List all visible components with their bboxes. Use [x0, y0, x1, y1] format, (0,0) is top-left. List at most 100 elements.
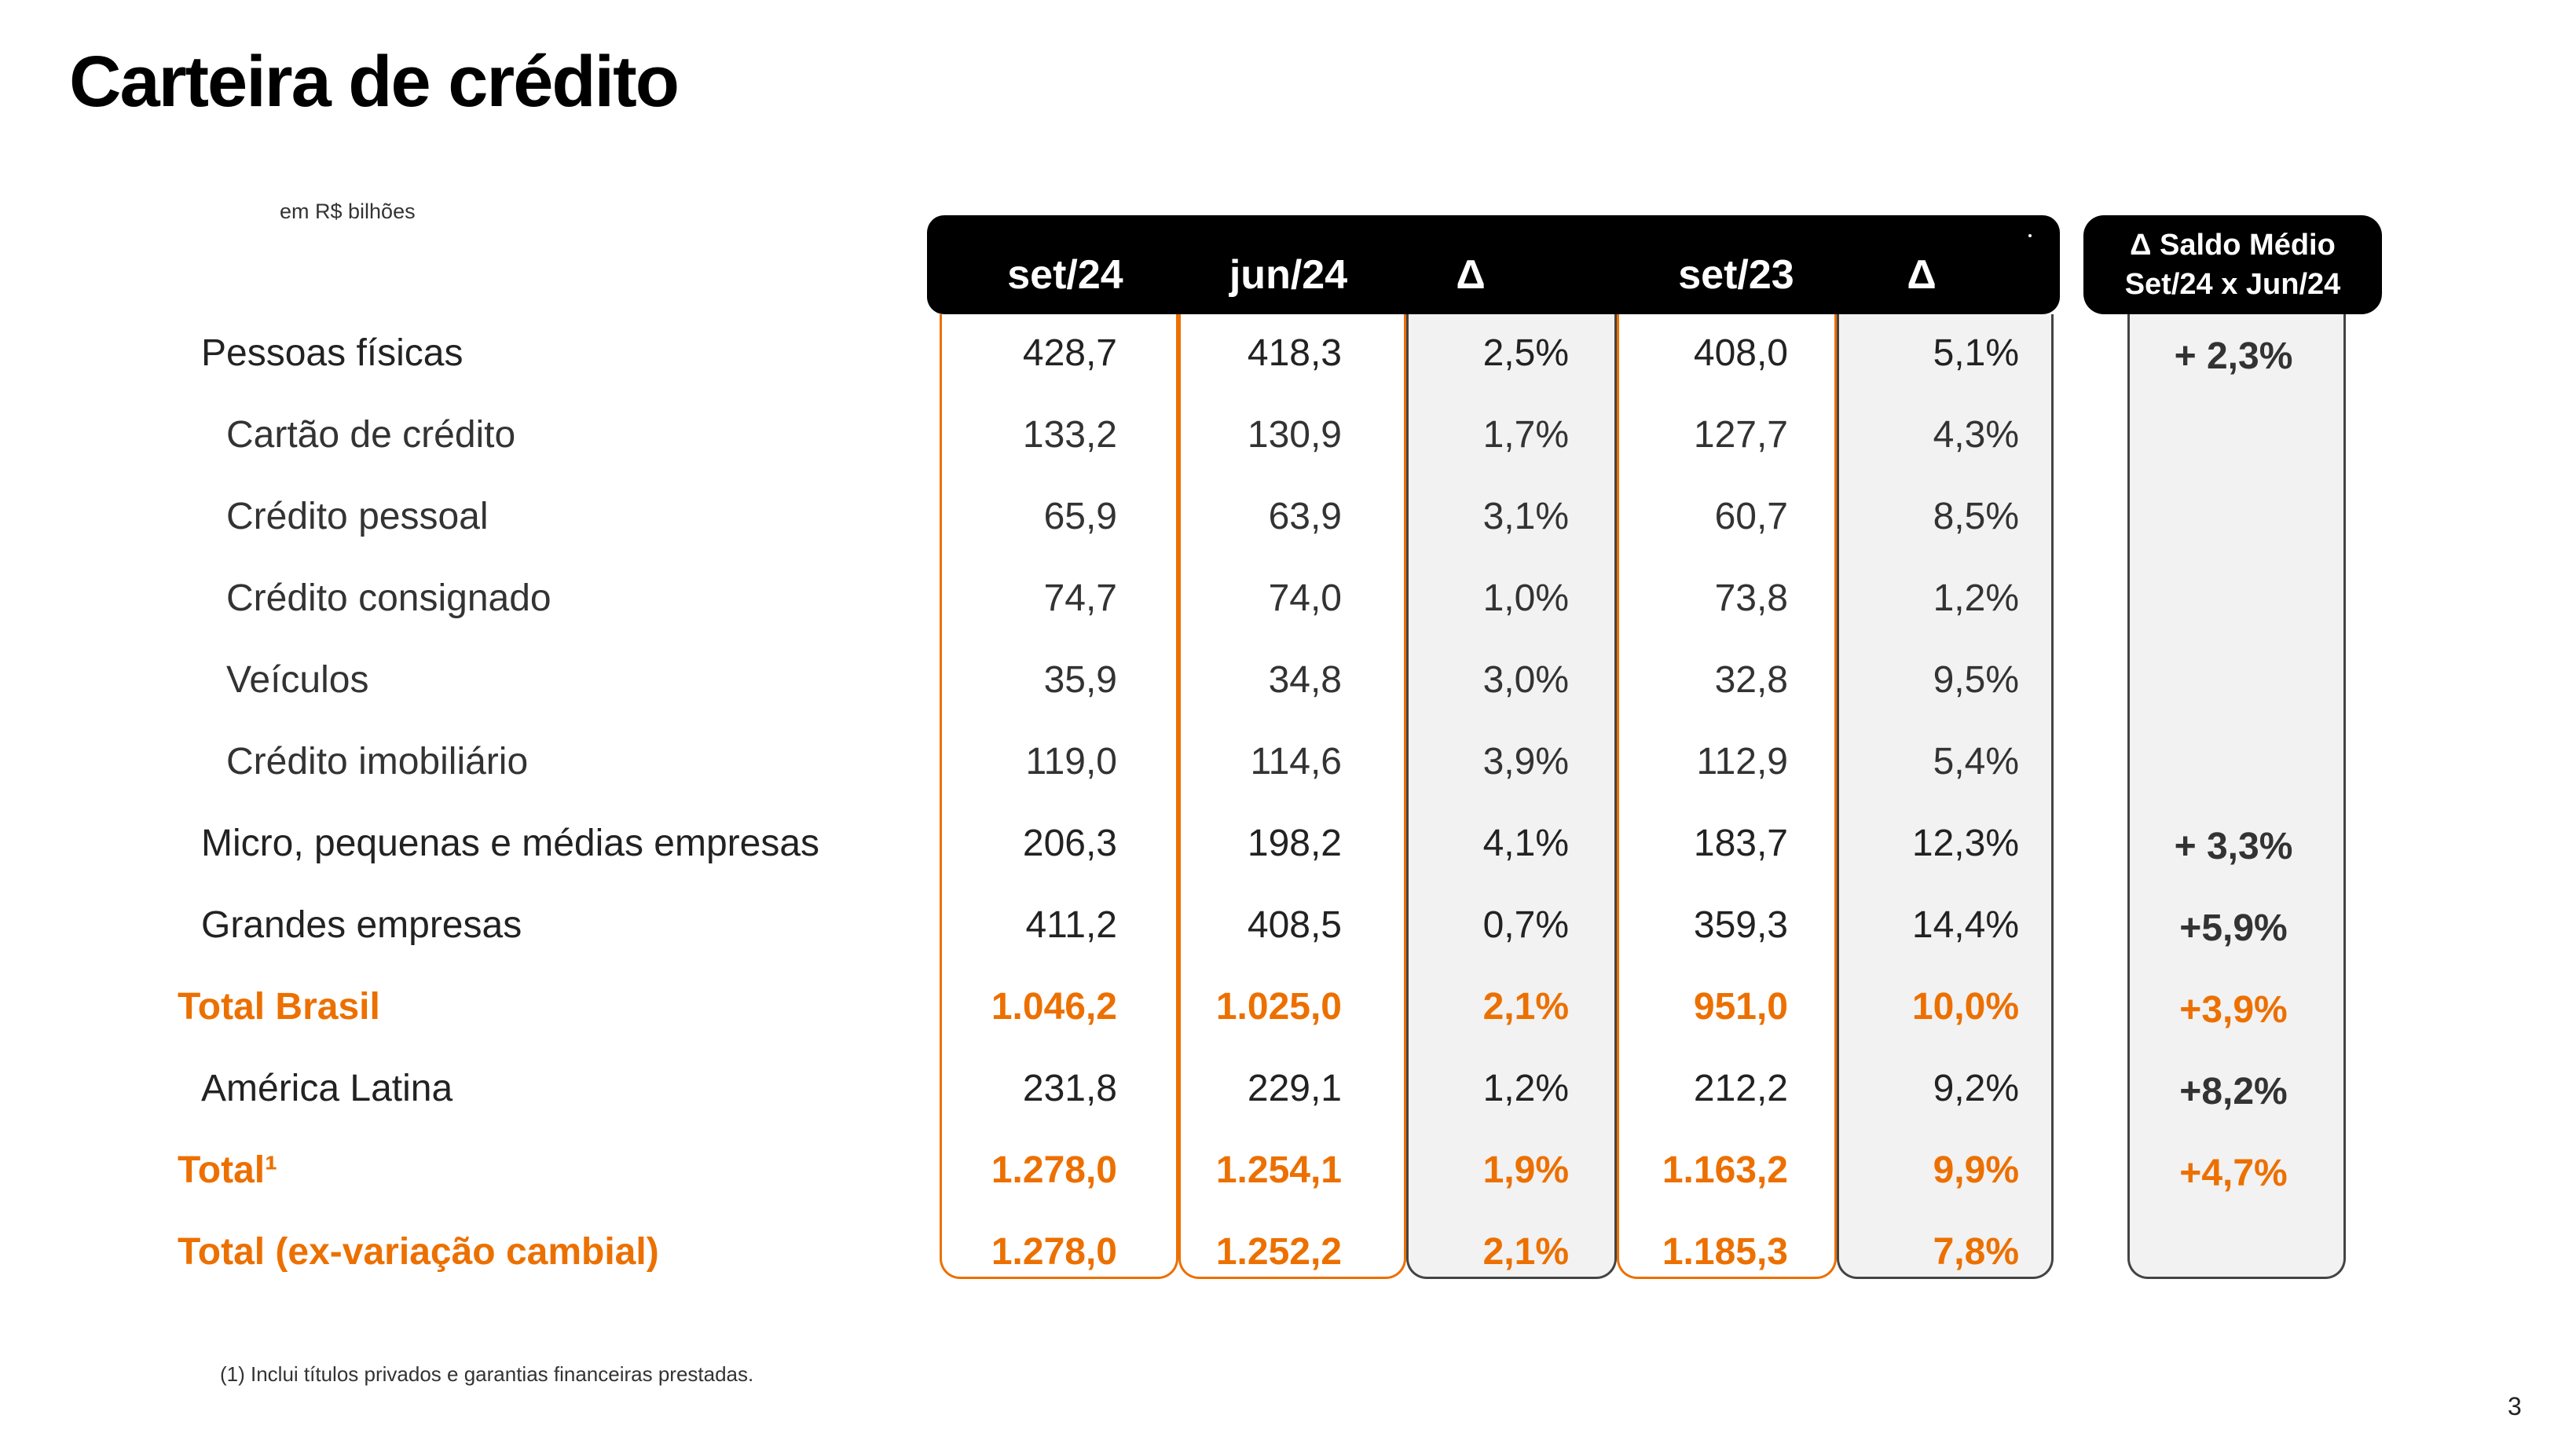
cell-delta-year: 4,3% — [1933, 414, 2019, 456]
cell-set23: 359,3 — [1693, 904, 1788, 946]
row-label: Crédito imobiliário — [226, 741, 529, 782]
table-row: Total¹ 1.278,0 1.254,1 1,9% 1.163,2 9,9%… — [0, 1131, 2576, 1210]
cell-delta-year: 9,5% — [1933, 659, 2019, 701]
cell-jun24: 63,9 — [1268, 496, 1342, 537]
row-label: Crédito consignado — [226, 577, 551, 619]
cell-jun24: 1.025,0 — [1215, 986, 1342, 1028]
cell-delta-year: 12,3% — [1911, 823, 2019, 864]
cell-set23: 127,7 — [1693, 414, 1788, 456]
cell-set23: 951,0 — [1693, 986, 1788, 1028]
units-note: em R$ bilhões — [280, 200, 416, 223]
cell-set24: 1.278,0 — [991, 1231, 1117, 1273]
cell-jun24: 74,0 — [1268, 577, 1342, 619]
cell-delta-quarter: 3,9% — [1482, 741, 1569, 782]
cell-delta-year: 9,9% — [1933, 1149, 2019, 1191]
column-frame-set24 — [940, 314, 1178, 1279]
cell-delta-year: 8,5% — [1933, 496, 2019, 537]
header-set23: set/23 — [1678, 252, 1794, 298]
cell-jun24: 130,9 — [1247, 414, 1342, 456]
cell-jun24: 1.252,2 — [1215, 1231, 1342, 1273]
cell-set23: 1.163,2 — [1662, 1149, 1788, 1191]
column-frame-set23 — [1617, 314, 1837, 1279]
cell-set24: 1.046,2 — [991, 986, 1117, 1028]
row-label: Micro, pequenas e médias empresas — [201, 823, 820, 864]
header-delta-quarter: Δ — [1456, 252, 1486, 298]
row-label: Total (ex-variação cambial) — [178, 1231, 659, 1273]
cell-saldo-medio: + 2,3% — [2174, 335, 2293, 377]
cell-saldo-medio: +3,9% — [2179, 989, 2288, 1031]
cell-set23: 73,8 — [1714, 577, 1788, 619]
row-label: Pessoas físicas — [201, 332, 464, 374]
cell-set23: 60,7 — [1714, 496, 1788, 537]
cell-set23: 112,9 — [1696, 741, 1788, 782]
header-saldo-medio: Δ Saldo Médio Set/24 x Jun/24 — [2083, 215, 2382, 314]
cell-set24: 133,2 — [1022, 414, 1117, 456]
cell-jun24: 408,5 — [1247, 904, 1342, 946]
row-label: Grandes empresas — [201, 904, 522, 946]
cell-set23: 1.185,3 — [1662, 1231, 1788, 1273]
table-row: Grandes empresas 411,2 408,5 0,7% 359,3 … — [0, 886, 2576, 965]
table-row: América Latina 231,8 229,1 1,2% 212,2 9,… — [0, 1050, 2576, 1128]
page-title: Carteira de crédito — [69, 42, 680, 122]
cell-delta-quarter: 2,1% — [1482, 1231, 1569, 1273]
cell-delta-year: 1,2% — [1933, 577, 2019, 619]
cell-set24: 119,0 — [1025, 741, 1117, 782]
cell-set24: 231,8 — [1022, 1068, 1117, 1109]
column-frame-saldo-medio — [2127, 314, 2346, 1279]
footnote: (1) Inclui títulos privados e garantias … — [220, 1362, 754, 1386]
table-row: Crédito consignado 74,7 74,0 1,0% 73,8 1… — [0, 559, 2576, 638]
row-label: Total Brasil — [178, 986, 380, 1028]
cell-delta-year: 7,8% — [1933, 1231, 2019, 1273]
table-row: Micro, pequenas e médias empresas 206,3 … — [0, 804, 2576, 883]
column-frame-delta-q — [1406, 314, 1617, 1279]
cell-set24: 428,7 — [1022, 332, 1117, 374]
header-saldo-medio-line2: Set/24 x Jun/24 — [2124, 268, 2341, 301]
cell-delta-year: 5,4% — [1933, 741, 2019, 782]
table-row: Veículos 35,9 34,8 3,0% 32,8 9,5% — [0, 641, 2576, 720]
cell-jun24: 198,2 — [1247, 823, 1342, 864]
cell-delta-year: 5,1% — [1933, 332, 2019, 374]
row-label: Crédito pessoal — [226, 496, 489, 537]
header-dot — [2028, 234, 2032, 237]
cell-delta-quarter: 3,1% — [1482, 496, 1569, 537]
cell-delta-quarter: 2,5% — [1482, 332, 1569, 374]
cell-delta-quarter: 1,2% — [1482, 1068, 1569, 1109]
row-label: Cartão de crédito — [226, 414, 516, 456]
row-label: Veículos — [226, 659, 369, 701]
cell-delta-quarter: 4,1% — [1482, 823, 1569, 864]
cell-set23: 212,2 — [1693, 1068, 1788, 1109]
table-row: Crédito pessoal 65,9 63,9 3,1% 60,7 8,5% — [0, 478, 2576, 556]
cell-delta-quarter: 1,9% — [1482, 1149, 1569, 1191]
cell-saldo-medio: +4,7% — [2179, 1153, 2288, 1194]
cell-jun24: 418,3 — [1247, 332, 1342, 374]
cell-set23: 32,8 — [1714, 659, 1788, 701]
cell-delta-quarter: 0,7% — [1482, 904, 1569, 946]
cell-set24: 74,7 — [1043, 577, 1117, 619]
cell-delta-quarter: 3,0% — [1482, 659, 1569, 701]
cell-set23: 408,0 — [1693, 332, 1788, 374]
cell-set24: 65,9 — [1043, 496, 1117, 537]
cell-delta-year: 10,0% — [1911, 986, 2019, 1028]
header-set24: set/24 — [1007, 252, 1123, 298]
cell-set24: 1.278,0 — [991, 1149, 1117, 1191]
table-row: Total (ex-variação cambial) 1.278,0 1.25… — [0, 1213, 2576, 1292]
table-row: Cartão de crédito 133,2 130,9 1,7% 127,7… — [0, 396, 2576, 475]
cell-set24: 35,9 — [1043, 659, 1117, 701]
table-row: Crédito imobiliário 119,0 114,6 3,9% 112… — [0, 723, 2576, 801]
cell-jun24: 229,1 — [1247, 1068, 1342, 1109]
cell-saldo-medio: + 3,3% — [2174, 826, 2293, 867]
header-saldo-medio-line1: Δ Saldo Médio — [2130, 229, 2336, 262]
cell-delta-quarter: 1,7% — [1482, 414, 1569, 456]
cell-set23: 183,7 — [1693, 823, 1788, 864]
cell-jun24: 34,8 — [1268, 659, 1342, 701]
cell-delta-year: 14,4% — [1911, 904, 2019, 946]
row-label: Total¹ — [178, 1149, 278, 1191]
column-frame-jun24 — [1178, 314, 1406, 1279]
cell-saldo-medio: +5,9% — [2179, 907, 2288, 949]
cell-jun24: 1.254,1 — [1215, 1149, 1342, 1191]
table-row: Pessoas físicas 428,7 418,3 2,5% 408,0 5… — [0, 314, 2576, 393]
column-frame-delta-y — [1837, 314, 2054, 1279]
row-label: América Latina — [201, 1068, 453, 1109]
cell-saldo-medio: +8,2% — [2179, 1071, 2288, 1112]
cell-delta-quarter: 2,1% — [1482, 986, 1569, 1028]
